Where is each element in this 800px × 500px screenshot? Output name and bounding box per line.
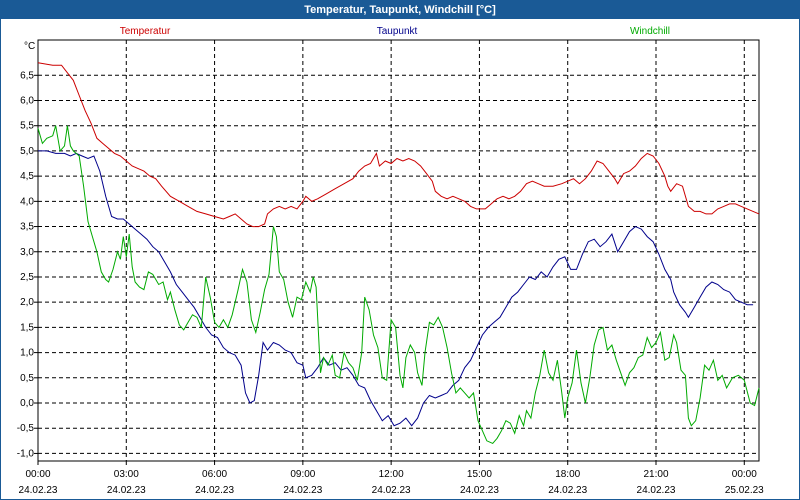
y-tick-label: 1,0 bbox=[20, 348, 34, 359]
x-axis: 00:00 24.02.23 03:00 24.02.23 06:00 24.02.23 0… bbox=[19, 461, 764, 496]
y-tick-label: 4,5 bbox=[20, 171, 34, 182]
y-tick-label: 4,0 bbox=[20, 196, 34, 207]
x-tick-date: 24.02.23 bbox=[460, 485, 499, 496]
y-tick-label: 0,0 bbox=[20, 398, 34, 409]
y-tick-label: 1,5 bbox=[20, 322, 34, 333]
y-tick-label: 6,0 bbox=[20, 96, 34, 107]
legend-taupunkt: Taupunkt bbox=[377, 26, 418, 37]
x-tick-time: 00:00 bbox=[25, 469, 50, 480]
x-tick-time: 09:00 bbox=[290, 469, 315, 480]
x-tick-date: 24.02.23 bbox=[195, 485, 234, 496]
x-tick-time: 12:00 bbox=[379, 469, 404, 480]
x-tick-time: 06:00 bbox=[202, 469, 227, 480]
x-tick-time: 03:00 bbox=[114, 469, 139, 480]
y-tick-label: 5,0 bbox=[20, 146, 34, 157]
y-tick-label: 3,0 bbox=[20, 247, 34, 258]
y-tick-label: 2,5 bbox=[20, 272, 34, 283]
grid bbox=[38, 40, 759, 461]
x-tick-date: 24.02.23 bbox=[283, 485, 322, 496]
x-tick-date: 25.02.23 bbox=[725, 485, 764, 496]
legend-windchill: Windchill bbox=[630, 26, 670, 37]
y-tick-label: 0,5 bbox=[20, 373, 34, 384]
series-lines bbox=[37, 62, 760, 445]
x-tick-time: 15:00 bbox=[467, 469, 492, 480]
y-axis-unit: °C bbox=[24, 41, 35, 52]
y-axis: °C -1,0 -0,5 0,0 0,5 1,0 1,5 2,0 2,5 3,0 3,5 4,0 4,… bbox=[17, 41, 38, 459]
y-tick-label: -0,5 bbox=[17, 423, 35, 434]
series-line-windchill bbox=[37, 125, 760, 445]
x-tick-time: 21:00 bbox=[643, 469, 668, 480]
legend-temperatur: Temperatur bbox=[120, 26, 171, 37]
x-tick-date: 24.02.23 bbox=[107, 485, 146, 496]
x-tick-date: 24.02.23 bbox=[19, 485, 58, 496]
plot-area bbox=[37, 39, 760, 462]
series-line-temperatur bbox=[37, 62, 760, 228]
y-tick-label: 3,5 bbox=[20, 222, 34, 233]
x-tick-date: 24.02.23 bbox=[637, 485, 676, 496]
x-tick-time: 00:00 bbox=[732, 469, 757, 480]
y-tick-label: 2,0 bbox=[20, 297, 34, 308]
x-tick-date: 24.02.23 bbox=[548, 485, 587, 496]
x-tick-date: 24.02.23 bbox=[372, 485, 411, 496]
y-tick-label: -1,0 bbox=[17, 448, 35, 459]
y-tick-label: 6,5 bbox=[20, 70, 34, 81]
y-tick-label: 5,5 bbox=[20, 121, 34, 132]
legend: Temperatur Taupunkt Windchill bbox=[120, 26, 670, 37]
x-tick-time: 18:00 bbox=[555, 469, 580, 480]
series-line-taupunkt bbox=[38, 150, 754, 427]
window-title: Temperatur, Taupunkt, Windchill [°C] bbox=[1, 1, 799, 19]
